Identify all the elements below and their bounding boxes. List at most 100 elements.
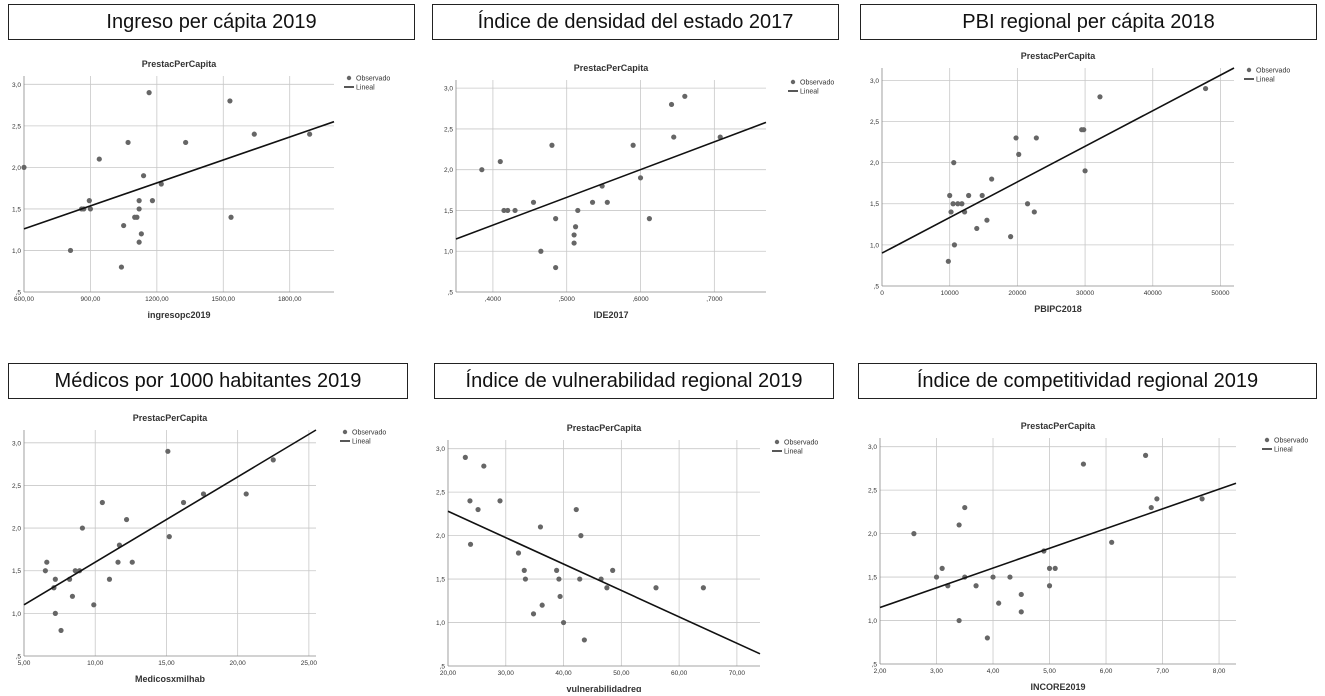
x-tick-label: ,6000: [632, 296, 649, 303]
data-point: [79, 525, 85, 531]
data-point: [556, 576, 562, 582]
data-point: [956, 522, 962, 528]
data-point: [1199, 496, 1205, 502]
x-tick-label: 30,00: [498, 670, 515, 677]
data-point: [121, 222, 127, 229]
data-point: [481, 463, 487, 469]
data-point: [530, 199, 537, 205]
x-tick-label: 40,00: [555, 670, 572, 677]
data-point: [138, 231, 144, 237]
y-tick-label: 3,0: [868, 444, 877, 451]
y-tick-label: 2,0: [12, 526, 21, 533]
data-point: [956, 617, 962, 624]
y-tick-label: 1,5: [436, 577, 445, 584]
data-point: [973, 583, 979, 589]
x-tick-label: 7,00: [1156, 668, 1169, 675]
y-tick-label: ,5: [16, 290, 22, 297]
y-tick-label: 1,0: [868, 618, 877, 625]
x-tick-label: 50,00: [613, 670, 630, 677]
data-point: [522, 576, 529, 582]
data-point: [578, 533, 584, 539]
data-point: [530, 611, 537, 617]
x-tick-label: 4,00: [987, 668, 1000, 675]
y-tick-label: 3,0: [444, 86, 453, 93]
data-point: [149, 198, 156, 204]
data-point: [557, 593, 563, 600]
y-tick-label: 2,5: [868, 488, 877, 495]
data-point: [682, 93, 688, 99]
legend-label-lineal: Lineal: [1256, 77, 1275, 84]
x-tick-label: 2,00: [874, 668, 887, 675]
x-tick-label: 3,00: [930, 668, 943, 675]
x-tick-label: ,7000: [706, 296, 723, 303]
chart-title: PrestacPerCapita: [142, 59, 218, 69]
data-point: [136, 239, 142, 245]
x-axis-label: IDE2017: [593, 310, 628, 320]
data-point: [52, 610, 58, 616]
data-point: [951, 242, 958, 248]
data-point: [479, 167, 485, 173]
fit-line: [881, 67, 1235, 254]
y-tick-label: 1,0: [12, 611, 21, 618]
y-tick-label: 2,0: [12, 165, 21, 172]
data-point: [996, 600, 1002, 606]
scatter-chart-incore: PrestacPerCapita ,5 1,0 1,5 2,0 2,5 3,0 2,00 3,0…: [868, 421, 1308, 692]
data-point: [227, 98, 233, 104]
data-point: [67, 247, 74, 254]
legend-label-lineal: Lineal: [1274, 447, 1293, 454]
data-point: [52, 576, 58, 582]
data-point: [939, 565, 945, 571]
data-point: [553, 216, 559, 222]
x-tick-label: 1800,00: [278, 296, 302, 303]
x-tick-label: 20,00: [440, 670, 457, 677]
data-point: [1031, 209, 1037, 215]
data-point: [948, 209, 954, 215]
y-tick-label: 2,5: [12, 123, 21, 130]
y-tick-label: ,5: [440, 664, 446, 671]
data-point: [1082, 168, 1088, 174]
x-tick-label: ,4000: [485, 296, 502, 303]
data-point: [72, 568, 78, 574]
data-point: [497, 498, 503, 504]
data-point: [990, 574, 996, 580]
y-tick-label: 2,5: [436, 490, 445, 497]
x-tick-label: 20,00: [230, 660, 247, 667]
data-point: [959, 201, 965, 207]
y-tick-label: ,5: [872, 662, 878, 669]
y-tick-label: 2,0: [436, 533, 445, 540]
x-tick-label: 0: [880, 290, 884, 297]
data-point: [69, 593, 76, 599]
data-point: [671, 134, 677, 140]
data-point: [668, 101, 675, 108]
data-point: [538, 248, 544, 254]
data-point: [1007, 574, 1013, 580]
y-tick-label: 3,0: [436, 446, 445, 453]
data-point: [462, 454, 468, 460]
data-point: [140, 173, 147, 179]
x-tick-label: 25,00: [301, 660, 318, 667]
data-point: [630, 142, 636, 148]
data-point: [1081, 127, 1087, 133]
x-tick-label: 40000: [1144, 290, 1162, 297]
x-tick-label: 900,00: [80, 296, 100, 303]
data-point: [549, 142, 555, 148]
data-point: [537, 524, 544, 530]
data-point: [228, 214, 234, 220]
legend-marker-observado: [342, 429, 348, 435]
data-point: [270, 457, 276, 463]
x-tick-label: 60,00: [671, 670, 688, 677]
x-tick-label: 50000: [1211, 290, 1229, 297]
scatter-chart-medicos: PrestacPerCapita ,5 1,0 1,5 2,0 2,5 3,0 5,00 10,…: [12, 413, 386, 684]
data-point: [129, 559, 135, 565]
legend-marker-observado: [346, 75, 352, 81]
data-point: [962, 504, 968, 511]
data-point: [243, 491, 249, 497]
data-point: [166, 534, 172, 540]
data-point: [21, 164, 27, 170]
x-tick-label: 20000: [1008, 290, 1026, 297]
legend-label-lineal: Lineal: [800, 89, 819, 96]
data-point: [984, 635, 990, 641]
data-point: [42, 568, 48, 574]
y-tick-label: ,5: [16, 654, 22, 661]
legend-marker-observado: [1246, 67, 1252, 73]
